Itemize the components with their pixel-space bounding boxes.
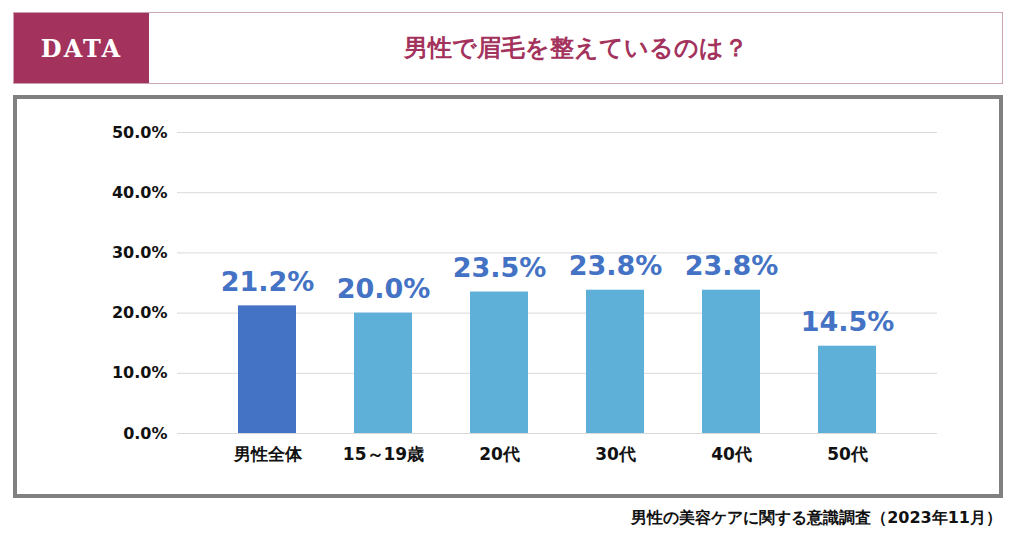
html-text:DATA: DATA [40, 33, 123, 63]
svg-text:23.8%: 23.8% [569, 250, 663, 281]
svg-text:男性全体: 男性全体 [233, 444, 303, 464]
svg-text:23.8%: 23.8% [685, 250, 779, 281]
svg-text:30代: 30代 [595, 444, 636, 464]
svg-text:10.0%: 10.0% [112, 363, 168, 382]
html-text:男性で眉毛を整えているのは？: 男性で眉毛を整えているのは？ [403, 34, 748, 62]
svg-text:20.0%: 20.0% [337, 273, 431, 304]
svg-text:0.0%: 0.0% [123, 424, 167, 443]
svg-text:21.2%: 21.2% [221, 266, 315, 297]
svg-text:20.0%: 20.0% [112, 303, 168, 322]
svg-text:40.0%: 40.0% [112, 183, 168, 202]
svg-text:14.5%: 14.5% [801, 306, 895, 337]
svg-text:50.0%: 50.0% [112, 123, 168, 142]
html-text:男性の美容ケアに関する意識調査（2023年11月）: 男性の美容ケアに関する意識調査（2023年11月） [631, 508, 1002, 527]
svg-text:40代: 40代 [711, 444, 752, 464]
svg-text:23.5%: 23.5% [453, 252, 547, 283]
svg-text:50代: 50代 [827, 444, 868, 464]
svg-text:15～19歳: 15～19歳 [343, 444, 424, 464]
svg-text:20代: 20代 [479, 444, 520, 464]
svg-text:30.0%: 30.0% [112, 243, 168, 262]
